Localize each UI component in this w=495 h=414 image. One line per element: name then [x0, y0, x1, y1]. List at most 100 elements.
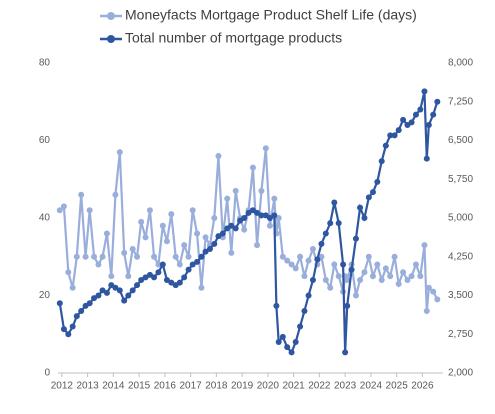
data-point	[151, 253, 158, 260]
data-point	[245, 209, 252, 216]
data-point	[181, 242, 188, 249]
data-point	[155, 261, 162, 268]
data-point	[309, 277, 316, 283]
data-point	[348, 266, 355, 273]
data-point	[142, 274, 149, 281]
data-point	[172, 253, 179, 260]
y2-tick-label: 7,250	[448, 96, 473, 107]
data-point	[121, 297, 128, 304]
data-point	[198, 284, 205, 291]
x-tick-label: 2016	[154, 381, 177, 392]
data-point	[391, 132, 398, 139]
data-point	[103, 289, 110, 296]
data-point	[249, 164, 256, 171]
data-point	[56, 300, 63, 307]
data-point	[342, 349, 349, 356]
data-point	[352, 235, 359, 242]
data-point	[288, 261, 295, 268]
data-point	[194, 258, 201, 265]
data-point	[297, 323, 304, 330]
x-tick-label: 2023	[334, 381, 357, 392]
data-point	[266, 222, 273, 229]
data-point	[273, 302, 280, 309]
data-point	[357, 204, 364, 211]
data-point	[155, 269, 162, 276]
y-tick-label: 20	[39, 290, 51, 301]
y2-tick-label: 2,000	[448, 368, 473, 379]
data-point	[284, 344, 291, 351]
data-point	[69, 284, 76, 291]
data-point	[400, 269, 407, 276]
data-point	[309, 246, 316, 252]
data-point	[322, 230, 329, 237]
data-point	[301, 308, 308, 314]
data-point	[412, 111, 419, 118]
data-point	[189, 207, 196, 214]
data-point	[99, 253, 106, 260]
data-point	[86, 207, 93, 214]
data-point	[271, 212, 278, 219]
data-point	[95, 261, 102, 268]
data-point	[288, 349, 295, 356]
data-point	[357, 277, 364, 283]
data-point	[378, 277, 385, 283]
data-point	[198, 253, 205, 260]
x-tick-label: 2013	[76, 381, 99, 392]
y-tick-label: 80	[39, 58, 51, 69]
data-point	[112, 284, 119, 291]
data-point	[228, 249, 235, 256]
data-point	[301, 273, 308, 280]
y2-tick-label: 5,750	[448, 174, 473, 185]
data-point	[335, 273, 342, 280]
data-point	[434, 98, 441, 105]
data-point	[258, 187, 265, 194]
data-point	[142, 234, 149, 241]
data-point	[215, 153, 222, 159]
data-point	[176, 279, 183, 286]
data-point	[327, 220, 334, 227]
data-point	[206, 246, 213, 252]
data-point	[404, 277, 411, 283]
data-point	[271, 195, 278, 202]
data-point	[305, 257, 312, 264]
data-point	[125, 273, 132, 280]
data-point	[374, 261, 381, 268]
data-point	[108, 273, 115, 280]
data-point	[421, 88, 428, 95]
data-point	[400, 116, 407, 123]
y-tick-label: 60	[39, 135, 51, 146]
data-point	[56, 207, 63, 214]
data-point	[395, 280, 402, 287]
data-point	[211, 240, 218, 247]
data-point	[82, 253, 89, 260]
data-point	[331, 199, 338, 206]
data-point	[331, 261, 338, 268]
data-point	[361, 215, 368, 221]
data-point	[99, 287, 106, 294]
data-point	[254, 242, 261, 249]
data-point	[129, 246, 136, 252]
data-point	[146, 207, 153, 214]
data-point	[378, 158, 385, 165]
data-point	[185, 253, 192, 260]
data-point	[103, 230, 110, 237]
data-point	[387, 273, 394, 280]
data-point	[421, 242, 428, 249]
data-point	[116, 287, 123, 294]
data-point	[138, 277, 145, 283]
data-point	[86, 300, 93, 307]
y2-tick-label: 3,500	[448, 290, 473, 301]
data-point	[412, 261, 419, 268]
data-point	[292, 339, 299, 345]
data-point	[284, 257, 291, 264]
y-tick-label: 0	[44, 368, 50, 379]
data-point	[344, 302, 351, 309]
data-point	[211, 215, 218, 221]
data-point	[297, 253, 304, 260]
data-point	[369, 189, 376, 196]
data-point	[292, 265, 299, 272]
data-point	[232, 187, 239, 194]
y2-tick-label: 6,500	[448, 135, 473, 146]
data-point	[129, 287, 136, 294]
data-point	[78, 308, 85, 314]
